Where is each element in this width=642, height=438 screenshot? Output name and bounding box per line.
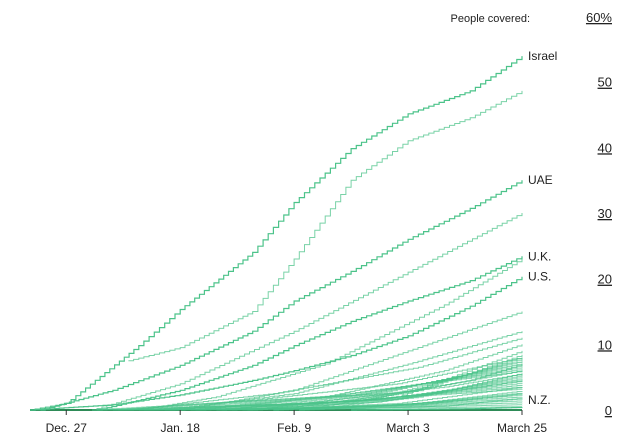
y-tick-label: 0 xyxy=(605,403,612,418)
series-line xyxy=(299,354,523,411)
x-tick-label: March 3 xyxy=(386,421,430,435)
series-line-n-z xyxy=(351,406,523,411)
series-label-uae: UAE xyxy=(528,173,553,187)
y-tick-label: 60% xyxy=(586,10,612,25)
series-label-u-s: U.S. xyxy=(528,270,551,284)
series-line-uae xyxy=(40,180,523,411)
labeled-series-lines xyxy=(30,56,523,411)
series-labels: Israel UAE U.K. U.S. N.Z. xyxy=(528,49,557,407)
series-line-israel xyxy=(30,56,523,411)
series-line xyxy=(92,213,523,411)
y-tick-label: 20 xyxy=(598,272,612,287)
series-line xyxy=(299,391,523,411)
x-tick-label: Jan. 18 xyxy=(161,421,201,435)
y-axis-ticks: 0 10 20 30 40 50 60% xyxy=(586,10,612,418)
x-tick-label: March 25 xyxy=(497,421,547,435)
series-label-israel: Israel xyxy=(528,49,557,63)
y-tick-label: 30 xyxy=(598,206,612,221)
series-line xyxy=(128,90,523,362)
series-label-n-z: N.Z. xyxy=(528,393,551,407)
x-tick-label: Dec. 27 xyxy=(46,421,88,435)
series-line-u-k xyxy=(97,256,523,411)
x-tick-label: Feb. 9 xyxy=(277,421,311,435)
series-line xyxy=(128,337,523,411)
y-tick-label: 50 xyxy=(598,75,612,90)
series-line-u-s xyxy=(30,276,523,411)
y-tick-label: 40 xyxy=(598,140,612,155)
y-tick-label: 10 xyxy=(598,337,612,352)
series-line xyxy=(299,373,523,411)
other-series-lines xyxy=(92,90,523,411)
y-axis-title: People covered: xyxy=(451,13,531,25)
x-axis-ticks: Dec. 27 Jan. 18 Feb. 9 March 3 March 25 xyxy=(46,410,547,435)
series-label-u-k: U.K. xyxy=(528,249,551,263)
